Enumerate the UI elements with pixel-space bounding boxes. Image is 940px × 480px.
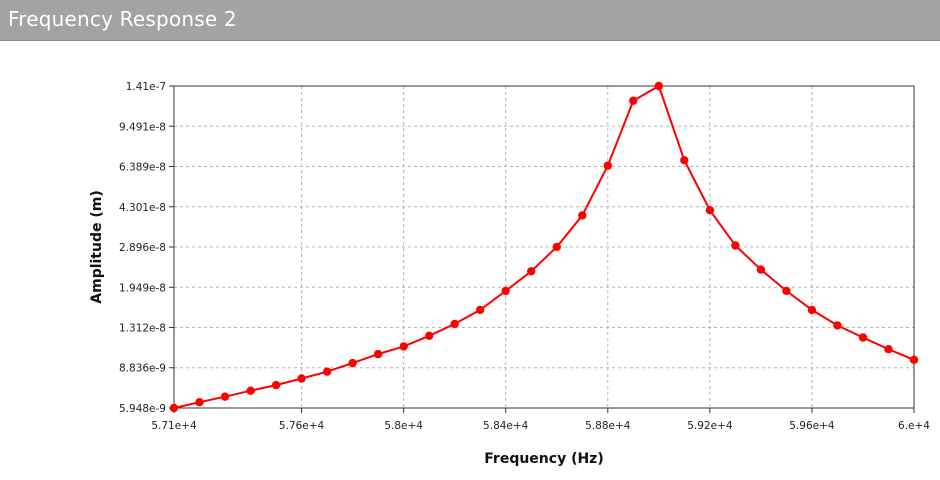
x-tick-label: 5.8e+4 xyxy=(384,420,423,432)
frequency-response-chart: 1.41e-7 9.491e-8 6.389e-8 4.301e-8 2.896e-8 1… xyxy=(89,81,930,467)
data-point xyxy=(858,333,868,342)
data-point xyxy=(756,265,766,274)
data-point xyxy=(833,321,842,330)
data-point xyxy=(476,305,485,315)
data-point xyxy=(680,156,689,165)
title-bar: Frequency Response 2 xyxy=(0,0,940,41)
x-axis-ticks: 5.71e+4 5.76e+4 5.8e+4 5.84e+4 5.88e+4 5.92e+… xyxy=(151,408,930,432)
y-axis-ticks: 1.41e-7 9.491e-8 6.389e-8 4.301e-8 2.896e-8 1… xyxy=(119,81,174,415)
x-tick-label: 5.96e+4 xyxy=(789,420,835,432)
data-point xyxy=(884,345,893,354)
data-point xyxy=(807,305,817,315)
grid xyxy=(174,86,914,408)
data-point xyxy=(501,286,510,296)
data-point xyxy=(527,267,536,276)
x-tick-label: 5.84e+4 xyxy=(483,420,529,432)
data-point xyxy=(629,96,638,105)
y-tick-label: 1.949e-8 xyxy=(119,282,166,294)
data-point xyxy=(271,380,281,390)
window-title: Frequency Response 2 xyxy=(8,7,237,31)
x-tick-label: 5.76e+4 xyxy=(279,420,325,432)
y-tick-label: 9.491e-8 xyxy=(119,121,166,133)
data-point xyxy=(603,161,612,170)
data-point xyxy=(348,358,357,368)
y-tick-label: 6.389e-8 xyxy=(119,162,166,174)
x-tick-label: 5.92e+4 xyxy=(687,420,733,432)
data-point xyxy=(373,349,383,359)
data-point xyxy=(399,342,408,351)
y-tick-label: 2.896e-8 xyxy=(119,242,166,254)
data-points xyxy=(169,81,919,413)
y-axis-label: Amplitude (m) xyxy=(89,190,105,303)
data-point xyxy=(731,241,740,250)
x-axis-label: Frequency (Hz) xyxy=(484,451,603,467)
data-point xyxy=(552,242,561,252)
data-point xyxy=(195,398,204,407)
data-point xyxy=(322,367,332,376)
x-tick-label: 5.88e+4 xyxy=(585,420,631,432)
data-point xyxy=(578,211,587,220)
y-tick-label: 5.948e-9 xyxy=(119,403,166,415)
data-point xyxy=(169,403,179,413)
data-point xyxy=(909,355,919,364)
data-point xyxy=(297,374,306,383)
data-point xyxy=(782,286,791,296)
series-line xyxy=(173,84,915,409)
x-tick-label: 5.71e+4 xyxy=(151,420,197,432)
x-tick-label: 6.e+4 xyxy=(898,420,930,432)
data-point xyxy=(654,81,663,91)
y-tick-label: 8.836e-9 xyxy=(119,363,166,375)
y-tick-label: 1.312e-8 xyxy=(119,323,166,335)
data-point xyxy=(220,392,230,401)
data-point xyxy=(425,331,434,340)
data-point xyxy=(705,206,715,215)
y-tick-label: 1.41e-7 xyxy=(126,81,166,93)
y-tick-label: 4.301e-8 xyxy=(119,202,166,214)
data-point xyxy=(246,386,255,395)
data-point xyxy=(450,319,459,329)
